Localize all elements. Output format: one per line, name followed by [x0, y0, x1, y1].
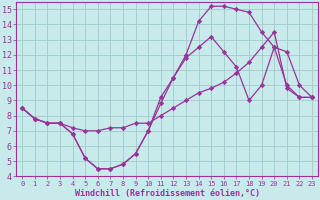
X-axis label: Windchill (Refroidissement éolien,°C): Windchill (Refroidissement éolien,°C) — [75, 189, 260, 198]
